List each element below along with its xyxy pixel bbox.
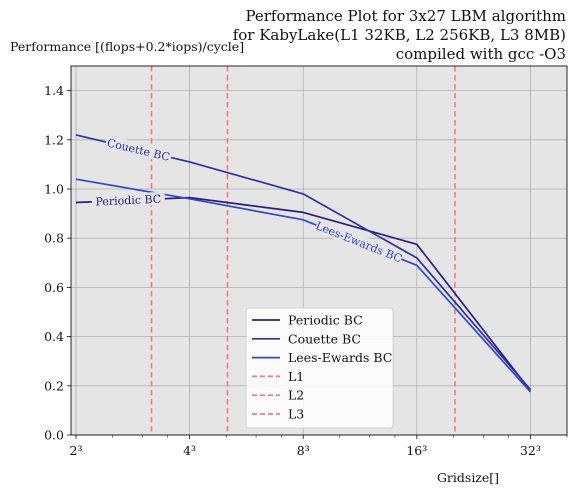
title: Performance Plot for 3x27 LBM algorithm … — [233, 7, 566, 63]
inline-label-group-0: Periodic BC — [91, 191, 166, 209]
title-line-3: compiled with gcc -O3 — [396, 45, 566, 63]
y-tick-label: 0.4 — [44, 329, 64, 344]
x-axis-title: Gridsize[] — [437, 470, 499, 485]
legend-label-4: L2 — [288, 388, 304, 403]
legend-label-0: Periodic BC — [288, 313, 363, 328]
legend-label-5: L3 — [288, 407, 304, 422]
inline-label-bg — [91, 191, 166, 208]
x-tick-label: 32³ — [520, 443, 541, 458]
plot-frame — [70, 65, 568, 436]
inline-label-bg — [314, 218, 404, 265]
x-tick-label: 8³ — [297, 443, 310, 458]
legend: Periodic BC Couette BC Lees-Ewards BC L1 L2 L… — [245, 307, 394, 429]
legend-label-3: L1 — [288, 369, 304, 384]
x-tick-label: 2³ — [70, 443, 83, 458]
inline-label-0: Periodic BC — [95, 193, 161, 209]
title-line-2: for KabyLake(L1 32KB, L2 256KB, L3 8MB) — [233, 26, 566, 44]
y-tick-label: 0.6 — [44, 280, 64, 295]
legend-box — [245, 307, 394, 429]
y-ticks: 0.0 0.2 0.4 0.6 0.8 1.0 1.2 1.4 — [44, 83, 71, 443]
y-tick-label: 0.8 — [44, 231, 64, 246]
legend-label-2: Lees-Ewards BC — [288, 350, 392, 365]
inline-label-bg — [104, 135, 173, 164]
x-tick-label: 16³ — [406, 443, 427, 458]
y-tick-label: 1.4 — [44, 83, 64, 98]
x-ticks: 2³ 4³ 8³ 16³ 32³ — [70, 435, 568, 458]
x-tick-label: 4³ — [183, 443, 196, 458]
title-line-1: Performance Plot for 3x27 LBM algorithm — [245, 7, 566, 25]
y-tick-label: 0.2 — [44, 378, 64, 393]
y-axis-title: Performance [(flops+0.2*iops)/cycle] — [10, 39, 244, 54]
legend-label-1: Couette BC — [288, 331, 361, 346]
y-tick-label: 1.0 — [44, 182, 64, 197]
cache-lines — [150, 66, 456, 435]
series-line-2 — [75, 178, 532, 393]
y-tick-label: 1.2 — [44, 132, 64, 147]
y-tick-label: 0.0 — [44, 428, 64, 443]
